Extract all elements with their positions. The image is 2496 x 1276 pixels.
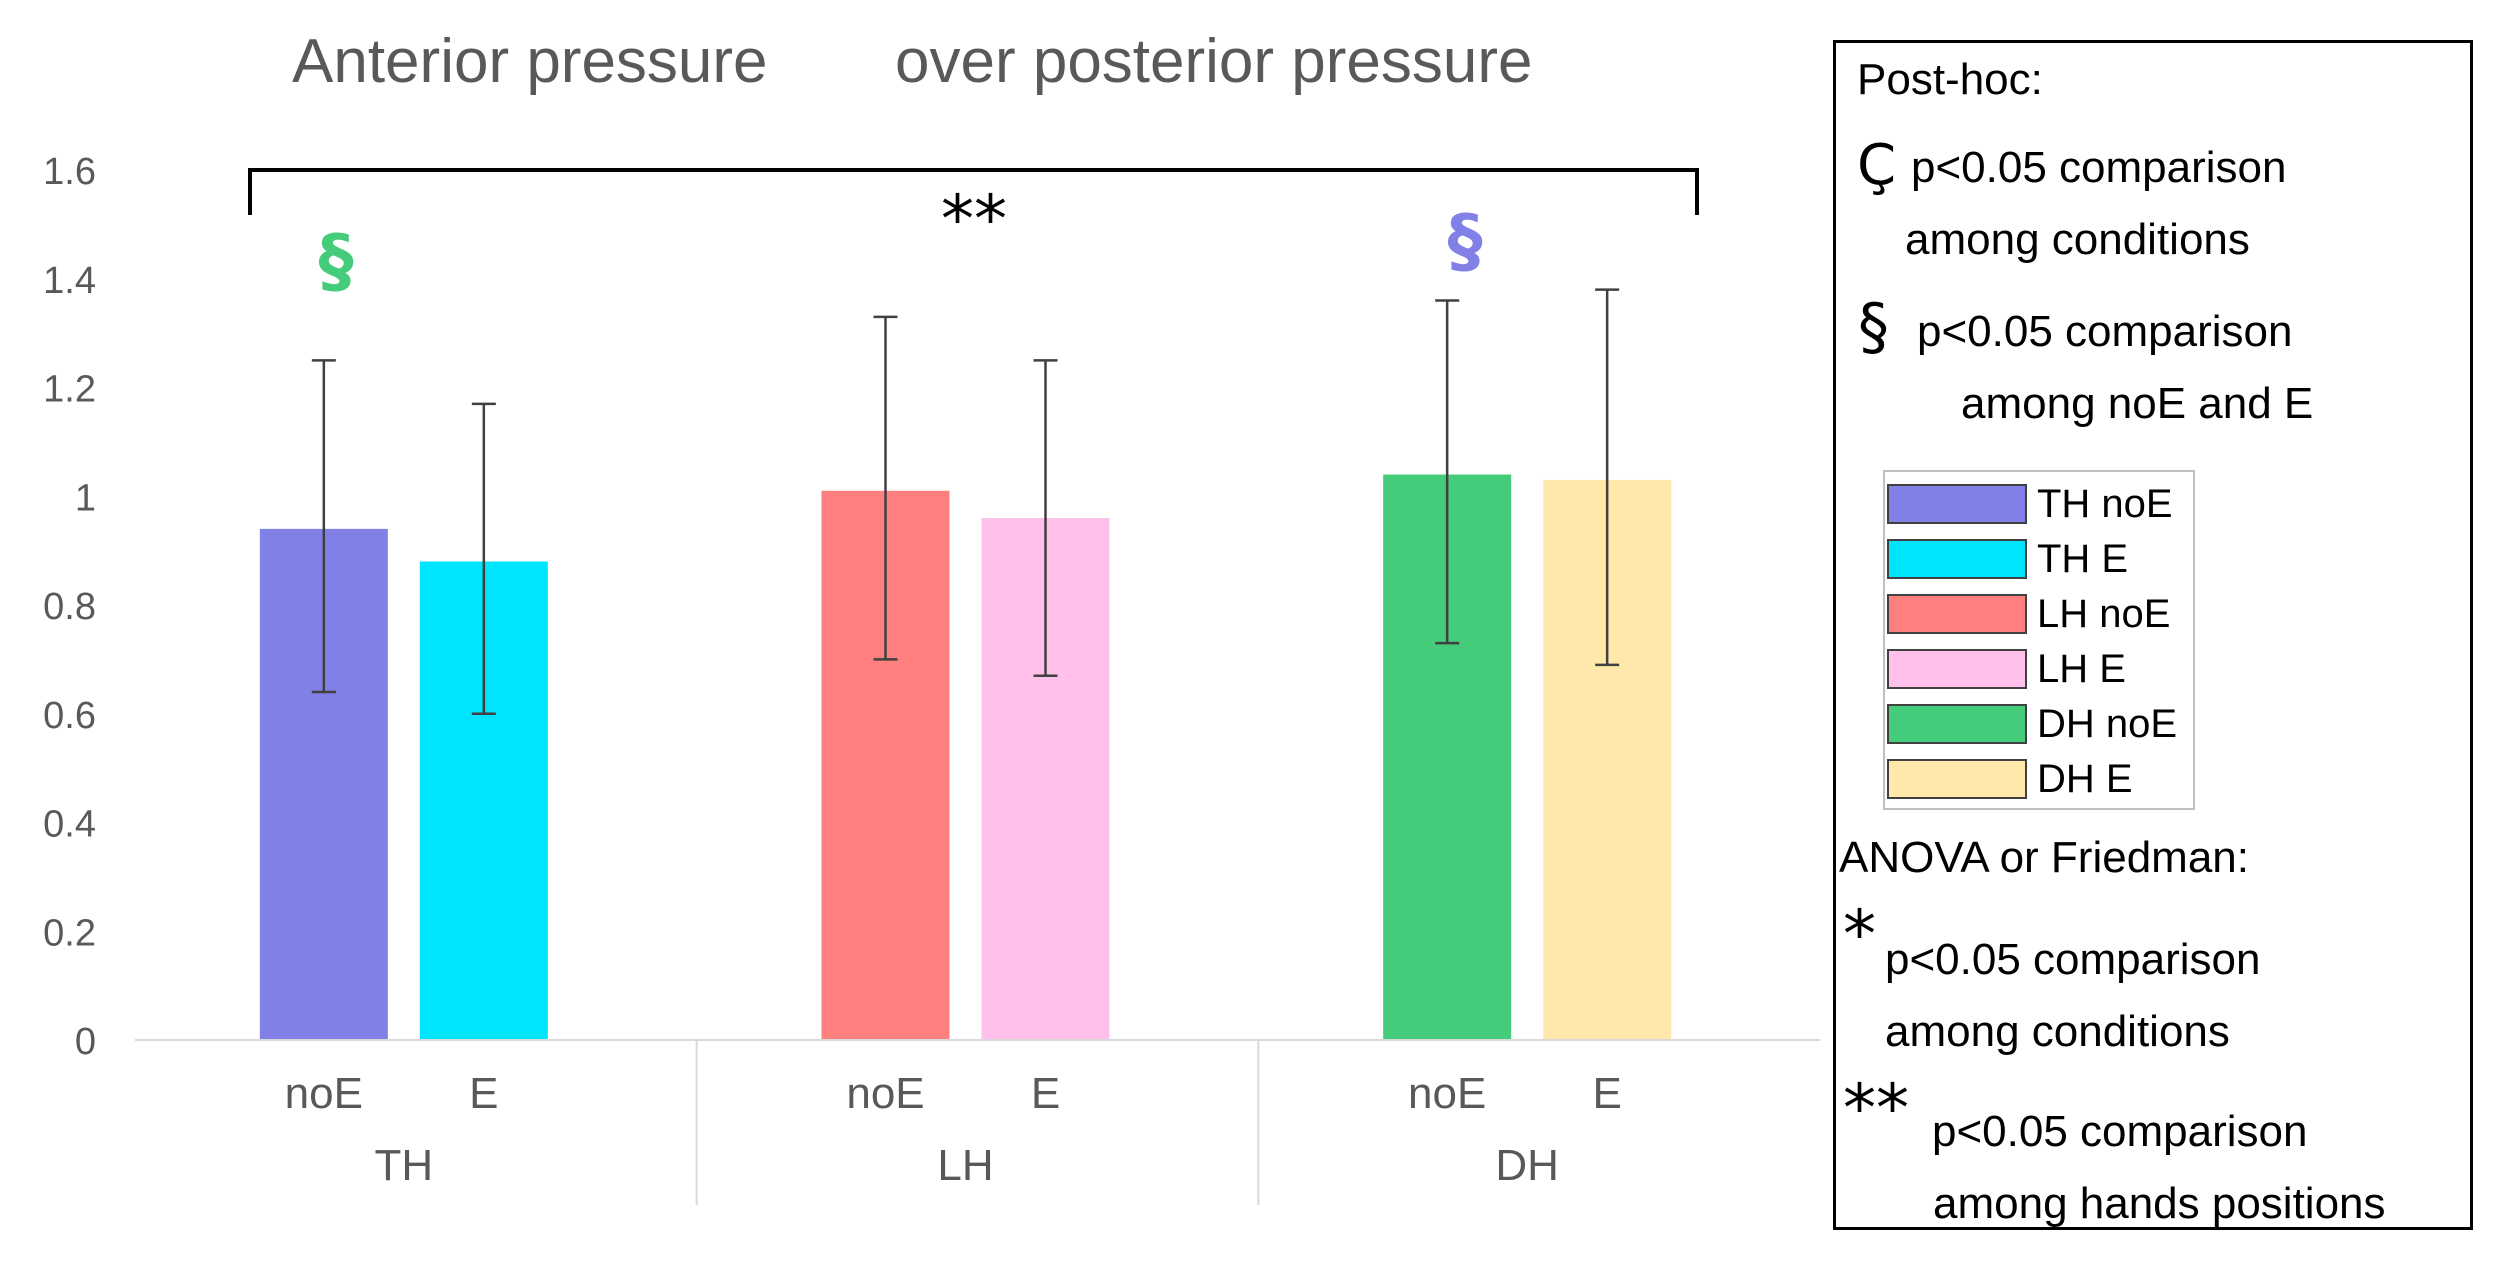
legend-swatch-lh-noe [1887,594,2027,634]
th-section-marker: § [319,220,354,302]
single-star-symbol: * [1843,896,1876,973]
double-star-desc-line2: among hands positions [1933,1179,2386,1228]
y-tick-label: 0 [75,1021,96,1063]
y-tick-label: 0.8 [43,586,96,628]
double-star-symbol: ** [1843,1070,1909,1147]
legend-swatch-lh-e [1887,649,2027,689]
legend-label-dh-noe: DH noE [2037,702,2178,746]
series-legend: TH noE TH E LH noE LH E DH noE DH E [1883,470,2195,810]
legend-label-lh-e: LH E [2037,647,2126,691]
y-tick-label: 1.2 [43,369,96,411]
legend-item-dh-e: DH E [1885,755,2195,801]
double-star-desc-line1: p<0.05 comparison [1932,1107,2308,1156]
bar-chart: Anterior pressure over posterior pressur… [43,27,1820,1205]
legend-swatch-th-e [1887,539,2027,579]
legend-swatch-th-noe [1887,484,2027,524]
posthoc-title: Post-hoc: [1857,55,2043,104]
y-tick-label: 1 [75,477,96,519]
x-tick-label-noe: noE [846,1069,924,1118]
legend-item-th-noe: TH noE [1885,480,2195,526]
y-tick-label: 1.6 [43,151,96,193]
group-label-dh: DH [1495,1141,1559,1190]
x-tick-label-e: E [469,1069,498,1118]
legend-item-dh-noe: DH noE [1885,700,2195,746]
group-label-th: TH [375,1141,434,1190]
section-desc-line1: p<0.05 comparison [1917,307,2293,356]
x-tick-label-noe: noE [1408,1069,1486,1118]
x-tick-label-noe: noE [285,1069,363,1118]
chart-title-part2: over posterior pressure [895,27,1533,96]
legend-item-lh-noe: LH noE [1885,590,2195,636]
anova-title: ANOVA or Friedman: [1839,833,2249,882]
legend-item-lh-e: LH E [1885,645,2195,691]
y-tick-label: 1.4 [43,260,96,302]
y-tick-label: 0.2 [43,912,96,954]
dh-section-marker: § [1448,200,1483,282]
legend-swatch-dh-e [1887,759,2027,799]
cedilla-desc-line2: among conditions [1905,215,2250,264]
section-desc-line2: among noE and E [1961,379,2314,428]
legend-label-th-noe: TH noE [2037,482,2173,526]
legend-swatch-dh-noe [1887,704,2027,744]
chart-title-part1: Anterior pressure [292,27,768,96]
legend-label-lh-noe: LH noE [2037,592,2171,636]
y-tick-label: 0.4 [43,804,96,846]
section-symbol: § [1858,290,1889,363]
legend-label-dh-e: DH E [2037,757,2133,801]
single-star-desc-line1: p<0.05 comparison [1885,935,2261,984]
cedilla-desc-line1: p<0.05 comparison [1911,143,2287,192]
bracket-significance-label: ** [941,181,1007,258]
x-tick-label-e: E [1592,1069,1621,1118]
group-label-lh: LH [937,1141,993,1190]
legend-item-th-e: TH E [1885,535,2195,581]
single-star-desc-line2: among conditions [1885,1007,2230,1056]
y-tick-label: 0.6 [43,695,96,737]
significance-bracket [248,168,1699,215]
legend-label-th-e: TH E [2037,537,2129,581]
x-tick-label-e: E [1031,1069,1060,1118]
cedilla-symbol: Ç [1857,133,1897,198]
